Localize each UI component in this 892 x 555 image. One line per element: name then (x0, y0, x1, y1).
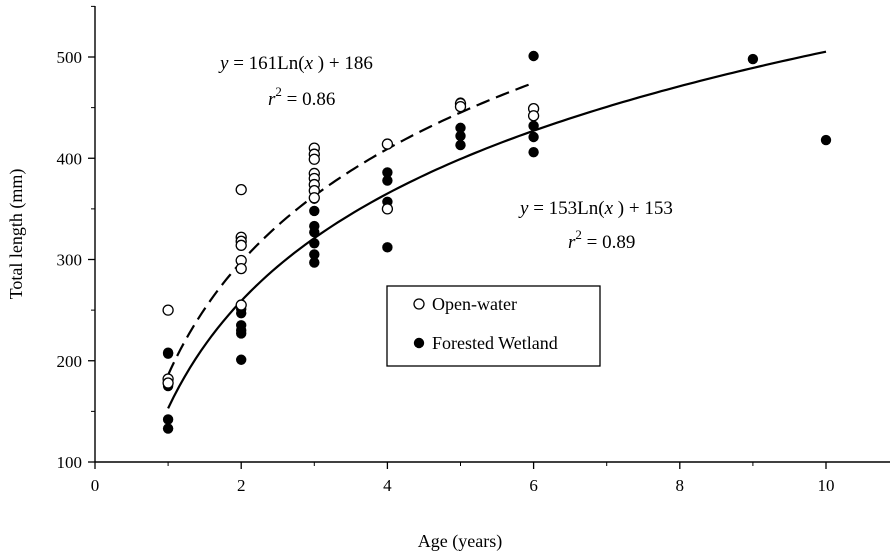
fit-r2-forested-wetland: r2 = 0.89 (568, 227, 635, 253)
x-tick-label-8: 8 (676, 476, 685, 495)
point-forested-wetland-6 (236, 307, 247, 319)
point-forested-wetland-29 (528, 146, 539, 158)
point-open-water-6 (235, 239, 247, 251)
point-forested-wetland-14 (309, 226, 320, 238)
fit-equation-open-water: y = 161Ln(x ) + 186 (218, 53, 373, 74)
point-forested-wetland-23 (455, 122, 466, 134)
fit-equation-forested-wetland: y = 153Ln(x ) + 153 (518, 198, 673, 219)
point-forested-wetland-15 (309, 238, 320, 249)
point-forested-wetland-9 (236, 328, 247, 339)
point-forested-wetland-30 (747, 53, 759, 65)
y-tick-label-300: 300 (57, 251, 83, 270)
x-tick-label-0: 0 (91, 476, 100, 495)
point-forested-wetland-1 (162, 348, 174, 359)
point-forested-wetland-10 (236, 354, 247, 365)
point-forested-wetland-16 (309, 249, 320, 260)
point-open-water-3 (235, 183, 247, 196)
point-forested-wetland-3 (162, 414, 174, 425)
x-tick-label-10: 10 (818, 476, 835, 495)
y-tick-label-200: 200 (57, 352, 83, 371)
legend-marker-open-water (413, 298, 425, 310)
point-open-water-9 (235, 299, 247, 311)
point-open-water-12 (308, 153, 320, 165)
fit-curve-open-water (167, 81, 534, 376)
point-forested-wetland-18 (382, 167, 393, 178)
x-axis-title: Age (years) (418, 531, 502, 552)
point-forested-wetland-28 (528, 131, 539, 143)
point-forested-wetland-4 (162, 423, 174, 434)
point-forested-wetland-19 (382, 175, 393, 186)
point-forested-wetland-25 (455, 139, 466, 151)
x-tick-label-4: 4 (383, 476, 392, 495)
y-tick-label-500: 500 (57, 48, 83, 67)
point-forested-wetland-27 (528, 120, 539, 132)
point-open-water-17 (308, 192, 320, 204)
point-open-water-2 (162, 377, 174, 389)
point-open-water-19 (381, 203, 394, 215)
point-open-water-0 (162, 304, 174, 316)
x-tick-label-2: 2 (237, 476, 246, 495)
point-open-water-23 (527, 110, 540, 122)
fit-r2-open-water: r2 = 0.86 (268, 84, 335, 110)
point-forested-wetland-24 (455, 130, 466, 142)
legend-label-open-water: Open-water (432, 294, 517, 314)
point-open-water-8 (235, 262, 247, 275)
legend-label-forested-wetland: Forested Wetland (432, 333, 558, 353)
point-open-water-18 (381, 138, 394, 150)
data-points (162, 50, 832, 434)
point-forested-wetland-26 (528, 50, 539, 62)
point-open-water-21 (454, 100, 467, 113)
x-tick-label-6: 6 (529, 476, 538, 495)
point-forested-wetland-17 (309, 257, 320, 268)
legend-marker-forested-wetland (413, 337, 425, 349)
fit-lines (167, 50, 827, 409)
legend: Open-water Forested Wetland (386, 285, 601, 367)
point-forested-wetland-12 (309, 205, 320, 217)
axes (94, 6, 890, 463)
y-tick-label-400: 400 (57, 149, 83, 168)
y-tick-label-100: 100 (57, 453, 83, 472)
ticks: 0 2 4 6 8 10 100 200 300 400 500 (57, 5, 835, 495)
fit-curve-forested-wetland (167, 50, 827, 409)
legend-box (386, 285, 601, 367)
point-forested-wetland-31 (820, 134, 832, 146)
y-axis-title: Total length (mm) (6, 169, 27, 300)
point-forested-wetland-21 (382, 242, 393, 253)
